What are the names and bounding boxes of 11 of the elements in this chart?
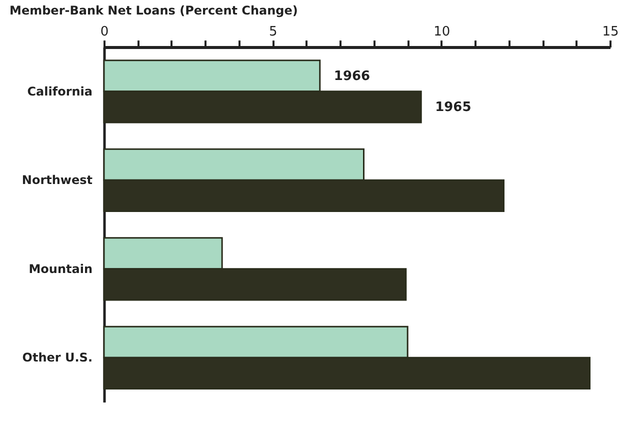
x-tick-label: 15 (602, 24, 619, 40)
y-tick-label: Other U.S. (22, 350, 92, 365)
series-label: 1966 (334, 68, 370, 84)
x-tick-label: 5 (269, 24, 278, 40)
x-axis-title: Member-Bank Net Loans (Percent Change) (10, 4, 298, 18)
series-label: 1965 (435, 100, 472, 115)
y-tick-label: Northwest (22, 173, 93, 188)
x-tick-label: 0 (100, 24, 109, 40)
y-tick-label: California (27, 84, 92, 98)
x-tick-label: 10 (434, 24, 450, 40)
y-tick-label: Mountain (28, 262, 92, 276)
